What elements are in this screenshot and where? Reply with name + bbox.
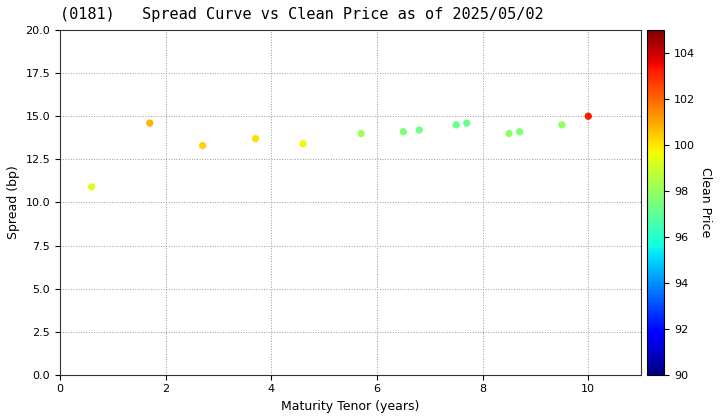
Y-axis label: Spread (bp): Spread (bp) [7, 165, 20, 239]
Point [86, 184, 97, 190]
Point [582, 113, 594, 120]
Point [397, 129, 409, 135]
Point [503, 130, 515, 137]
X-axis label: Maturity Tenor (years): Maturity Tenor (years) [282, 400, 420, 413]
Point [451, 121, 462, 128]
Point [413, 127, 425, 134]
Point [356, 130, 367, 137]
Point [556, 121, 567, 128]
Point [197, 142, 208, 149]
Y-axis label: Clean Price: Clean Price [699, 167, 712, 238]
Point [461, 120, 472, 126]
Point [250, 135, 261, 142]
Point [297, 140, 309, 147]
Point [514, 129, 526, 135]
Text: (0181)   Spread Curve vs Clean Price as of 2025/05/02: (0181) Spread Curve vs Clean Price as of… [60, 7, 544, 22]
Point [144, 120, 156, 126]
